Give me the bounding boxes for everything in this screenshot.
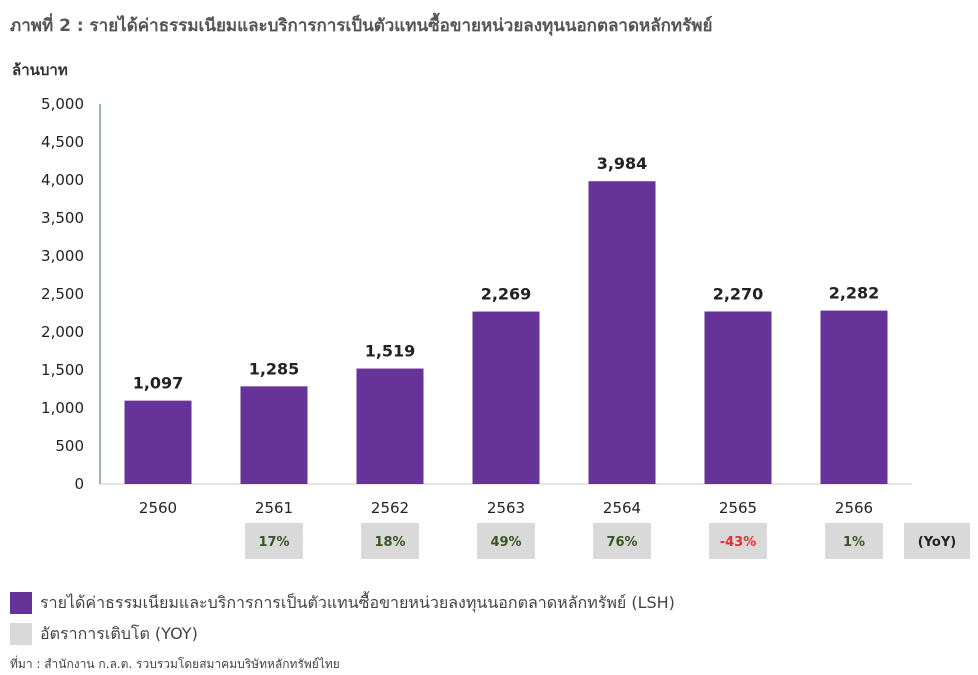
y-tick-label: 1,500: [41, 361, 84, 379]
y-tick-label: 4,500: [41, 133, 84, 151]
y-tick-label: 3,500: [41, 209, 84, 227]
bar-data-label: 1,097: [133, 374, 184, 393]
yoy-axis-badge: [904, 523, 970, 559]
yoy-badge-label: 49%: [490, 535, 521, 550]
yoy-badge: [825, 523, 883, 559]
y-tick-label: 500: [55, 437, 84, 455]
x-tick-label: 2564: [603, 499, 641, 517]
bar: [356, 368, 424, 484]
yoy-badge-label: 76%: [606, 535, 637, 550]
x-tick-label: 2561: [255, 499, 293, 517]
yoy-badge-label: 1%: [843, 535, 865, 550]
yoy-badge-label: 17%: [258, 535, 289, 550]
legend-item-lsh: รายได้ค่าธรรมเนียมและบริการการเป็นตัวแทน…: [10, 591, 675, 615]
y-tick-label: 1,000: [41, 399, 84, 417]
yoy-badge-label: 18%: [374, 535, 405, 550]
yoy-badge: [245, 523, 303, 559]
bar: [588, 181, 656, 484]
y-tick-label: 3,000: [41, 247, 84, 265]
bar: [820, 310, 888, 484]
yoy-axis-label: (YoY): [918, 535, 956, 550]
bar: [472, 311, 540, 484]
bar-data-label: 1,519: [365, 342, 416, 361]
yoy-badge: [477, 523, 535, 559]
bar: [704, 311, 772, 484]
y-tick-label: 2,000: [41, 323, 84, 341]
bar-data-label: 2,269: [481, 285, 532, 304]
bar: [124, 400, 192, 484]
legend-swatch-lsh: [10, 592, 32, 614]
x-tick-label: 2566: [835, 499, 873, 517]
yoy-badge: [593, 523, 651, 559]
legend-swatch-yoy: [10, 623, 32, 645]
bar: [240, 386, 308, 484]
yoy-badge-label: -43%: [720, 535, 757, 550]
x-tick-label: 2562: [371, 499, 409, 517]
y-tick-label: 4,000: [41, 171, 84, 189]
source-note: ที่มา : สำนักงาน ก.ล.ต. รวบรวมโดยสมาคมบร…: [10, 657, 340, 671]
y-tick-label: 5,000: [41, 95, 84, 113]
yoy-badge: [361, 523, 419, 559]
yoy-badge: [709, 523, 767, 559]
bar-data-label: 2,282: [829, 284, 880, 303]
x-tick-label: 2565: [719, 499, 757, 517]
bar-data-label: 2,270: [713, 284, 764, 303]
legend-item-yoy: อัตราการเติบโต (YOY): [10, 622, 198, 646]
y-tick-label: 0: [74, 475, 84, 493]
legend-label-lsh: รายได้ค่าธรรมเนียมและบริการการเป็นตัวแทน…: [40, 592, 675, 612]
x-tick-label: 2563: [487, 499, 525, 517]
bar-chart: 0 500 1,000 1,500 2,000 2,500 3,000 3,500 4,000 4…: [41, 95, 970, 559]
bar-data-label: 3,984: [597, 154, 648, 173]
chart-title: ภาพที่ 2 : รายได้ค่าธรรมเนียมและบริการกา…: [10, 16, 713, 36]
legend-label-yoy: อัตราการเติบโต (YOY): [40, 623, 198, 643]
bar-data-label: 1,285: [249, 359, 300, 378]
y-axis-unit-label: ล้านบาท: [12, 61, 68, 79]
x-tick-label: 2560: [139, 499, 177, 517]
y-tick-label: 2,500: [41, 285, 84, 303]
